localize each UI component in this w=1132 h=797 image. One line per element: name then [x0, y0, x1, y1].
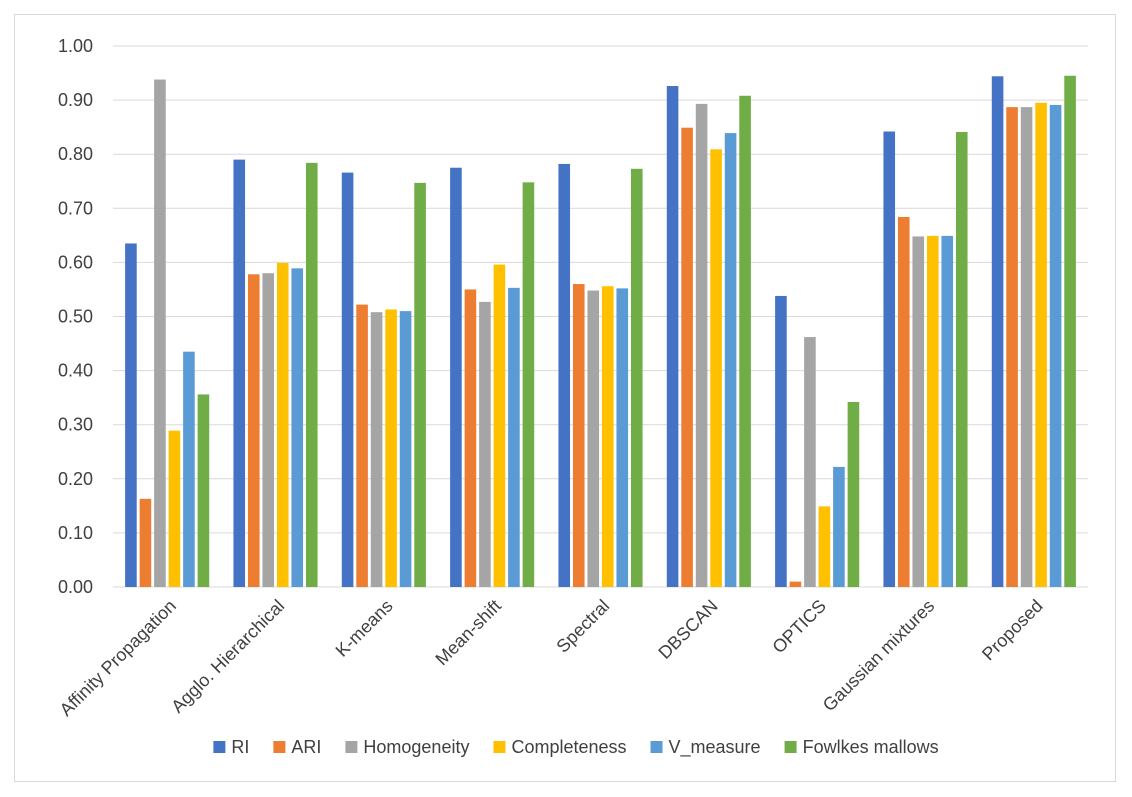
bar-completeness — [168, 430, 181, 587]
bar-completeness — [601, 286, 614, 587]
y-axis-tick-labels: 0.00 0.10 0.20 0.30 0.40 0.50 0.60 0.70 0.80 0.90… — [58, 36, 93, 597]
bar-ri — [558, 163, 571, 588]
bar-homogeneity — [695, 103, 708, 588]
x-category-label: Agglo. Hierarchical — [167, 596, 288, 717]
legend-swatch — [345, 741, 358, 753]
gridlines — [113, 45, 1088, 588]
legend-label: ARI — [291, 737, 321, 757]
bar-v-measure — [1049, 104, 1062, 588]
bar-ari — [681, 127, 693, 587]
bar-homogeneity — [262, 273, 275, 587]
legend-label: V_measure — [669, 737, 761, 758]
legend-label: RI — [231, 737, 249, 757]
bar-fowlkes-mallows — [739, 95, 751, 587]
x-category-label: DBSCAN — [654, 596, 721, 663]
bar-ari — [464, 289, 477, 587]
y-tick-label: 0.60 — [58, 252, 93, 272]
bar-fowlkes-mallows — [1064, 75, 1076, 587]
x-category-label: Gaussian mixtures — [819, 596, 939, 716]
bar-completeness — [385, 309, 397, 587]
bar-completeness — [818, 506, 831, 587]
y-tick-label: 0.50 — [58, 307, 93, 327]
bar-homogeneity — [370, 312, 383, 587]
y-tick-label: 0.00 — [58, 577, 93, 597]
bar-ri — [341, 172, 354, 587]
bar-homogeneity — [1020, 107, 1033, 588]
bar-homogeneity — [912, 236, 925, 587]
legend-swatch — [784, 741, 797, 753]
bar-fowlkes-mallows — [414, 182, 426, 588]
y-tick-label: 0.20 — [58, 469, 93, 489]
bar-v-measure — [291, 268, 304, 587]
bar-ri — [233, 159, 246, 588]
bar-v-measure — [508, 287, 520, 587]
y-tick-label: 0.90 — [58, 90, 93, 110]
bar-homogeneity — [804, 337, 816, 587]
bar-ari — [789, 581, 802, 587]
y-tick-label: 0.30 — [58, 415, 93, 435]
bar-completeness — [710, 149, 722, 587]
bar-fowlkes-mallows — [522, 182, 535, 587]
bar-fowlkes-mallows — [955, 132, 968, 588]
x-category-label: K-means — [332, 596, 397, 661]
bar-ari — [897, 216, 910, 587]
x-category-label: Affinity Propagation — [56, 596, 180, 720]
legend-swatch — [493, 741, 506, 753]
bar-completeness — [276, 262, 289, 587]
bar-ri — [125, 243, 137, 587]
bar-fowlkes-mallows — [305, 162, 318, 587]
bar-v-measure — [616, 288, 629, 587]
bar-homogeneity — [154, 79, 166, 588]
bar-ari — [247, 274, 260, 587]
bar-v-measure — [183, 351, 195, 587]
bar-completeness — [1035, 102, 1047, 588]
legend-swatch — [273, 741, 286, 753]
legend-label: Completeness — [511, 737, 626, 757]
bar-ri — [450, 167, 462, 587]
bar-homogeneity — [479, 301, 491, 587]
bar-homogeneity — [587, 290, 600, 587]
bar-v-measure — [399, 311, 412, 587]
bar-completeness — [493, 264, 506, 587]
bar-v-measure — [941, 235, 954, 588]
legend-label: Homogeneity — [363, 737, 469, 757]
bar-fowlkes-mallows — [847, 401, 860, 587]
x-category-label: Spectral — [552, 596, 613, 657]
bar-ari — [356, 304, 368, 587]
y-tick-label: 0.10 — [58, 523, 93, 543]
bar-ri — [775, 295, 787, 587]
bar-fowlkes-mallows — [197, 394, 210, 587]
legend-swatch — [213, 741, 226, 753]
bar-fowlkes-mallows — [630, 168, 643, 587]
y-tick-label: 1.00 — [58, 36, 93, 56]
bar-ri — [666, 86, 679, 587]
legend-label: Fowlkes mallows — [803, 737, 939, 757]
y-tick-label: 0.80 — [58, 144, 93, 164]
bar-ri — [883, 131, 896, 587]
bar-ari — [139, 498, 152, 587]
legend: RI ARI Homogeneity Completeness V_measure Fow… — [213, 737, 939, 758]
y-tick-label: 0.40 — [58, 361, 93, 381]
bar-ari — [572, 284, 585, 587]
x-category-label: OPTICS — [768, 596, 830, 658]
x-category-label: Proposed — [978, 596, 1047, 665]
x-category-label: Mean-shift — [431, 596, 505, 670]
bar-v-measure — [833, 466, 845, 587]
bar-completeness — [926, 235, 939, 588]
bars — [125, 75, 1076, 588]
bar-ari — [1006, 107, 1018, 588]
y-tick-label: 0.70 — [58, 198, 93, 218]
bar-v-measure — [724, 133, 737, 587]
bar-ri — [991, 76, 1004, 588]
legend-swatch — [650, 741, 663, 753]
